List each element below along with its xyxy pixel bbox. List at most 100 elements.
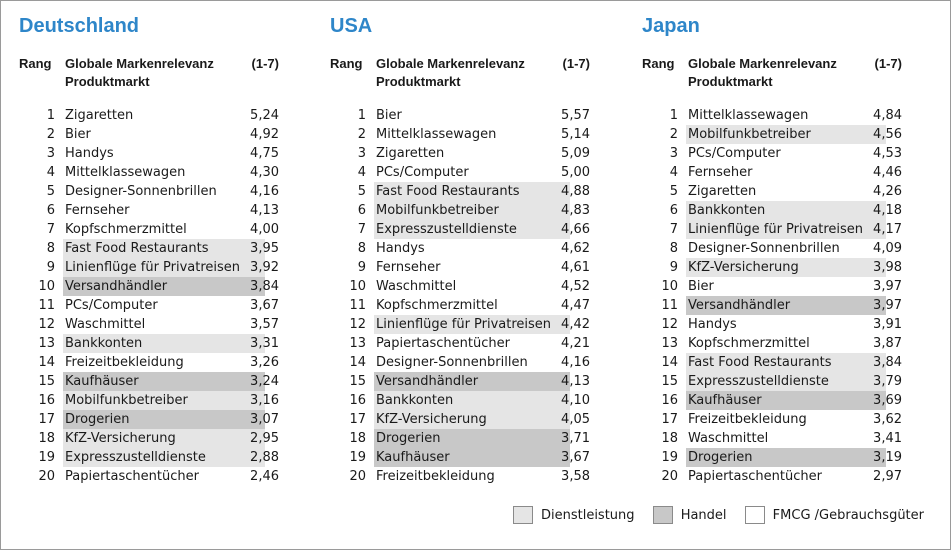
market-cell: Handys — [376, 241, 425, 256]
relevance-value: 4,84 — [873, 108, 902, 123]
country-column: USA Rang Globale Markenrelevanz Produktmark… — [330, 1, 630, 501]
category-highlight — [63, 448, 265, 467]
category-highlight — [63, 429, 265, 448]
rank-cell: 20 — [38, 469, 55, 484]
table-row: 18 KfZ-Versicherung 2,95 — [19, 429, 319, 448]
market-cell: Kaufhäuser — [688, 393, 762, 408]
table-row: 20 Freizeitbekleidung 3,58 — [330, 467, 630, 486]
table-row: 14 Designer-Sonnenbrillen 4,16 — [330, 353, 630, 372]
category-highlight — [63, 410, 265, 429]
category-highlight — [374, 448, 570, 467]
ranking-rows: 1 Mittelklassewagen 4,84 2 Mobilfunkbetreibe… — [642, 106, 942, 486]
table-row: 2 Mittelklassewagen 5,14 — [330, 125, 630, 144]
legend-swatch-dienstleistung — [512, 505, 533, 524]
rank-cell: 3 — [46, 146, 55, 161]
legend: Dienstleistung Handel FMCG /Gebrauchsgüt… — [499, 505, 924, 526]
rank-cell: 2 — [357, 127, 366, 142]
market-cell: KfZ-Versicherung — [688, 260, 799, 275]
table-row: 8 Fast Food Restaurants 3,95 — [19, 239, 319, 258]
country-column: Deutschland Rang Globale Markenrelevanz Pro… — [19, 1, 319, 501]
rank-cell: 14 — [38, 355, 55, 370]
table-row: 13 Kopfschmerzmittel 3,87 — [642, 334, 942, 353]
relevance-value: 4,47 — [561, 298, 590, 313]
market-cell: Kopfschmerzmittel — [688, 336, 810, 351]
relevance-value: 3,62 — [873, 412, 902, 427]
market-header-line2: Produktmarkt — [688, 74, 773, 89]
rank-cell: 11 — [661, 298, 678, 313]
category-highlight — [63, 277, 265, 296]
relevance-value: 2,97 — [873, 469, 902, 484]
rank-cell: 12 — [38, 317, 55, 332]
market-cell: Expresszustelldienste — [65, 450, 206, 465]
legend-item-dienstleistung: Dienstleistung — [512, 505, 635, 526]
category-highlight — [374, 429, 570, 448]
rank-cell: 15 — [38, 374, 55, 389]
rank-cell: 20 — [349, 469, 366, 484]
rank-cell: 4 — [46, 165, 55, 180]
market-cell: Expresszustelldienste — [376, 222, 517, 237]
ranking-rows: 1 Zigaretten 5,24 2 Bier 4,92 3 Handys 4,75 4 Mitt… — [19, 106, 319, 486]
rank-cell: 17 — [661, 412, 678, 427]
relevance-value: 4,00 — [250, 222, 279, 237]
relevance-value: 4,52 — [561, 279, 590, 294]
rank-cell: 5 — [669, 184, 678, 199]
relevance-value: 3,69 — [873, 393, 902, 408]
rank-cell: 17 — [349, 412, 366, 427]
table-row: 13 Bankkonten 3,31 — [19, 334, 319, 353]
table-row: 4 Mittelklassewagen 4,30 — [19, 163, 319, 182]
table-row: 19 Expresszustelldienste 2,88 — [19, 448, 319, 467]
rank-cell: 9 — [669, 260, 678, 275]
relevance-value: 3,87 — [873, 336, 902, 351]
table-row: 12 Waschmittel 3,57 — [19, 315, 319, 334]
relevance-value: 4,61 — [561, 260, 590, 275]
market-cell: Papiertaschentücher — [688, 469, 822, 484]
rank-cell: 10 — [38, 279, 55, 294]
rank-cell: 9 — [46, 260, 55, 275]
rank-cell: 13 — [661, 336, 678, 351]
relevance-value: 3,16 — [250, 393, 279, 408]
relevance-value: 4,21 — [561, 336, 590, 351]
market-cell: Designer-Sonnenbrillen — [376, 355, 528, 370]
category-highlight — [374, 220, 570, 239]
table-row: 12 Handys 3,91 — [642, 315, 942, 334]
relevance-value: 3,91 — [873, 317, 902, 332]
table-row: 14 Freizeitbekleidung 3,26 — [19, 353, 319, 372]
market-cell: PCs/Computer — [688, 146, 781, 161]
rank-cell: 3 — [357, 146, 366, 161]
table-row: 7 Kopfschmerzmittel 4,00 — [19, 220, 319, 239]
category-highlight — [686, 220, 886, 239]
relevance-value: 3,98 — [873, 260, 902, 275]
legend-item-fmcg: FMCG /Gebrauchsgüter — [744, 505, 924, 526]
relevance-value: 3,19 — [873, 450, 902, 465]
relevance-value: 4,88 — [561, 184, 590, 199]
table-row: 11 Versandhändler 3,97 — [642, 296, 942, 315]
market-cell: Freizeitbekleidung — [65, 355, 184, 370]
legend-label-dienstleistung: Dienstleistung — [540, 508, 635, 523]
relevance-value: 4,09 — [873, 241, 902, 256]
table-row: 15 Kaufhäuser 3,24 — [19, 372, 319, 391]
table-row: 8 Designer-Sonnenbrillen 4,09 — [642, 239, 942, 258]
market-cell: Designer-Sonnenbrillen — [688, 241, 840, 256]
table-row: 2 Mobilfunkbetreiber 4,56 — [642, 125, 942, 144]
relevance-value: 3,95 — [250, 241, 279, 256]
market-cell: Zigaretten — [688, 184, 757, 199]
rank-cell: 8 — [357, 241, 366, 256]
market-cell: Papiertaschentücher — [65, 469, 199, 484]
market-header-line1: Globale Markenrelevanz — [376, 56, 525, 71]
rank-cell: 6 — [357, 203, 366, 218]
market-cell: PCs/Computer — [376, 165, 469, 180]
market-cell: Mittelklassewagen — [376, 127, 497, 142]
relevance-value: 3,67 — [250, 298, 279, 313]
table-row: 10 Waschmittel 4,52 — [330, 277, 630, 296]
rank-cell: 7 — [669, 222, 678, 237]
legend-label-fmcg: FMCG /Gebrauchsgüter — [772, 508, 924, 523]
market-cell: Waschmittel — [65, 317, 146, 332]
relevance-value: 3,67 — [561, 450, 590, 465]
relevance-value: 3,07 — [250, 412, 279, 427]
rank-cell: 17 — [38, 412, 55, 427]
relevance-value: 4,83 — [561, 203, 590, 218]
table-row: 8 Handys 4,62 — [330, 239, 630, 258]
market-cell: Drogerien — [65, 412, 130, 427]
table-row: 13 Papiertaschentücher 4,21 — [330, 334, 630, 353]
category-highlight — [686, 258, 886, 277]
